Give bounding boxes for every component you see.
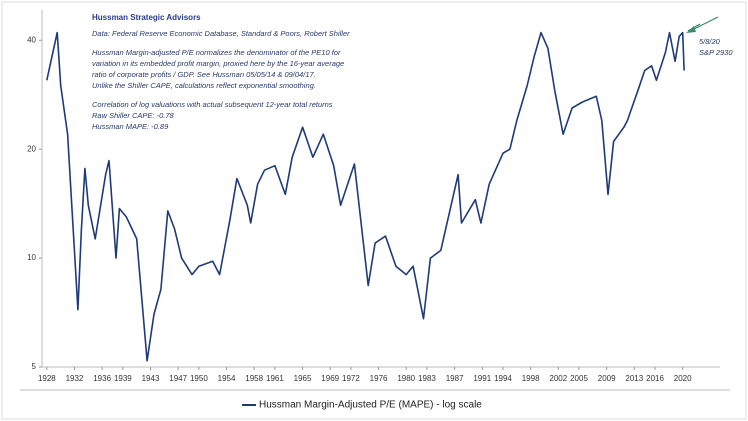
note-line: variation in its embedded profit margin,… bbox=[92, 59, 344, 68]
x-tick-label: 1961 bbox=[266, 374, 284, 383]
y-tick-label: 20 bbox=[27, 144, 36, 153]
x-tick-label: 1954 bbox=[218, 374, 236, 383]
arrow-head bbox=[686, 26, 696, 33]
x-tick-label: 1983 bbox=[418, 374, 436, 383]
x-tick-label: 1969 bbox=[321, 374, 339, 383]
x-tick-label: 1932 bbox=[66, 374, 84, 383]
x-tick-label: 2020 bbox=[674, 374, 692, 383]
x-tick-label: 1950 bbox=[190, 374, 208, 383]
note-line: ratio of corporate profits / GDP. See Hu… bbox=[92, 70, 316, 79]
x-tick-label: 2013 bbox=[625, 374, 643, 383]
x-tick-label: 2005 bbox=[570, 374, 588, 383]
x-tick-label: 2002 bbox=[549, 374, 567, 383]
data-line bbox=[46, 31, 685, 362]
x-tick-label: 1947 bbox=[169, 374, 187, 383]
x-tick-label: 1987 bbox=[446, 374, 464, 383]
note-line: Hussman MAPE: -0.89 bbox=[92, 122, 169, 131]
x-tick-label: 1936 bbox=[93, 374, 111, 383]
x-tick-label: 1965 bbox=[294, 374, 312, 383]
x-tick-label: 1958 bbox=[245, 374, 263, 383]
x-tick-label: 1972 bbox=[342, 374, 360, 383]
note-line: Unlike the Shiller CAPE, calculations re… bbox=[92, 81, 316, 90]
x-tick-label: 1998 bbox=[522, 374, 540, 383]
y-tick-label: 10 bbox=[27, 253, 36, 262]
legend-label: Hussman Margin-Adjusted P/E (MAPE) - log… bbox=[259, 400, 482, 411]
note-line: Data: Federal Reserve Economic Database,… bbox=[92, 29, 350, 38]
x-tick-label: 2009 bbox=[598, 374, 616, 383]
y-tick-label: 5 bbox=[32, 362, 37, 371]
x-tick-label: 1939 bbox=[114, 374, 132, 383]
x-tick-label: 1980 bbox=[397, 374, 415, 383]
note-line: Hussman Margin-adjusted P/E normalizes t… bbox=[92, 48, 341, 57]
note-line: Raw Shiller CAPE: -0.78 bbox=[92, 111, 175, 120]
x-tick-label: 1976 bbox=[370, 374, 388, 383]
y-tick-label: 40 bbox=[27, 35, 36, 44]
note-line: Correlation of log valuations with actua… bbox=[92, 100, 333, 109]
annotation: 5/8/20 bbox=[699, 37, 721, 46]
x-tick-label: 1928 bbox=[38, 374, 56, 383]
annotation: S&P 2930 bbox=[699, 48, 733, 57]
source-title: Hussman Strategic Advisors bbox=[92, 13, 201, 22]
x-tick-label: 1943 bbox=[142, 374, 160, 383]
x-tick-label: 1991 bbox=[473, 374, 491, 383]
x-tick-label: 1994 bbox=[494, 374, 512, 383]
x-tick-label: 2016 bbox=[646, 374, 664, 383]
